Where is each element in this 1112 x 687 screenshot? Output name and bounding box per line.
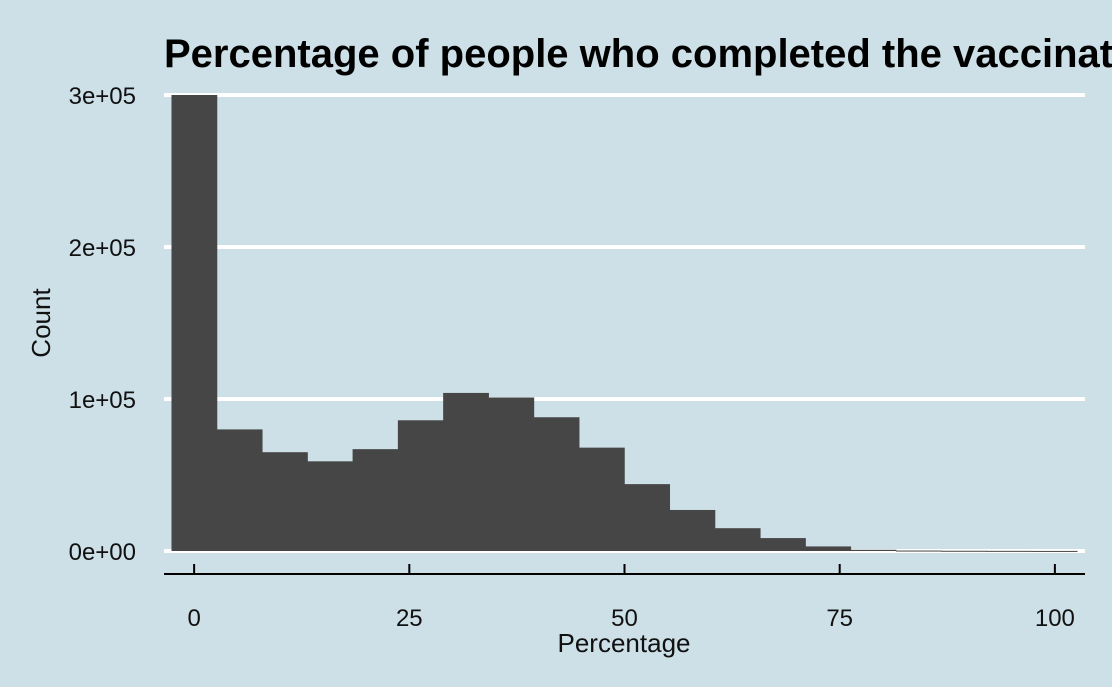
x-tick-label: 0 bbox=[187, 605, 200, 632]
histogram-bar bbox=[1031, 550, 1078, 552]
histogram-bar bbox=[262, 452, 308, 551]
y-tick-label: 3e+05 bbox=[69, 83, 136, 110]
histogram-bar bbox=[352, 449, 399, 551]
histogram-bar bbox=[488, 397, 535, 551]
histogram-bar bbox=[307, 461, 354, 551]
histogram-bar bbox=[714, 528, 761, 551]
y-axis-label: Count bbox=[26, 288, 56, 358]
histogram-bar bbox=[624, 484, 671, 551]
histogram-bars bbox=[171, 95, 1078, 552]
y-tick-label: 2e+05 bbox=[69, 235, 136, 262]
chart-title: Percentage of people who completed the v… bbox=[164, 32, 1112, 76]
x-tick-label: 75 bbox=[826, 605, 853, 632]
x-axis-ticks: 0 25 50 75 100 bbox=[187, 564, 1075, 632]
y-axis-tick-labels: 0e+00 1e+05 2e+05 3e+05 bbox=[69, 83, 136, 566]
x-tick-label: 100 bbox=[1035, 605, 1075, 632]
x-axis-label: Percentage bbox=[558, 628, 691, 658]
histogram-bar bbox=[805, 546, 852, 551]
y-tick-label: 1e+05 bbox=[69, 387, 136, 414]
histogram-bar bbox=[895, 550, 942, 552]
histogram-bar bbox=[850, 549, 897, 551]
x-tick-label: 50 bbox=[611, 605, 638, 632]
histogram-bar bbox=[533, 417, 580, 551]
histogram-bar bbox=[669, 509, 716, 551]
histogram-bar bbox=[986, 550, 1033, 552]
histogram-bar bbox=[171, 95, 218, 551]
histogram-bar bbox=[941, 550, 987, 552]
histogram-bar bbox=[578, 447, 625, 551]
histogram-bar bbox=[216, 429, 263, 551]
y-tick-label: 0e+00 bbox=[69, 539, 136, 566]
histogram-bar bbox=[443, 392, 489, 551]
histogram-bar bbox=[760, 538, 806, 551]
x-tick-label: 25 bbox=[396, 605, 423, 632]
histogram-bar bbox=[397, 420, 444, 551]
